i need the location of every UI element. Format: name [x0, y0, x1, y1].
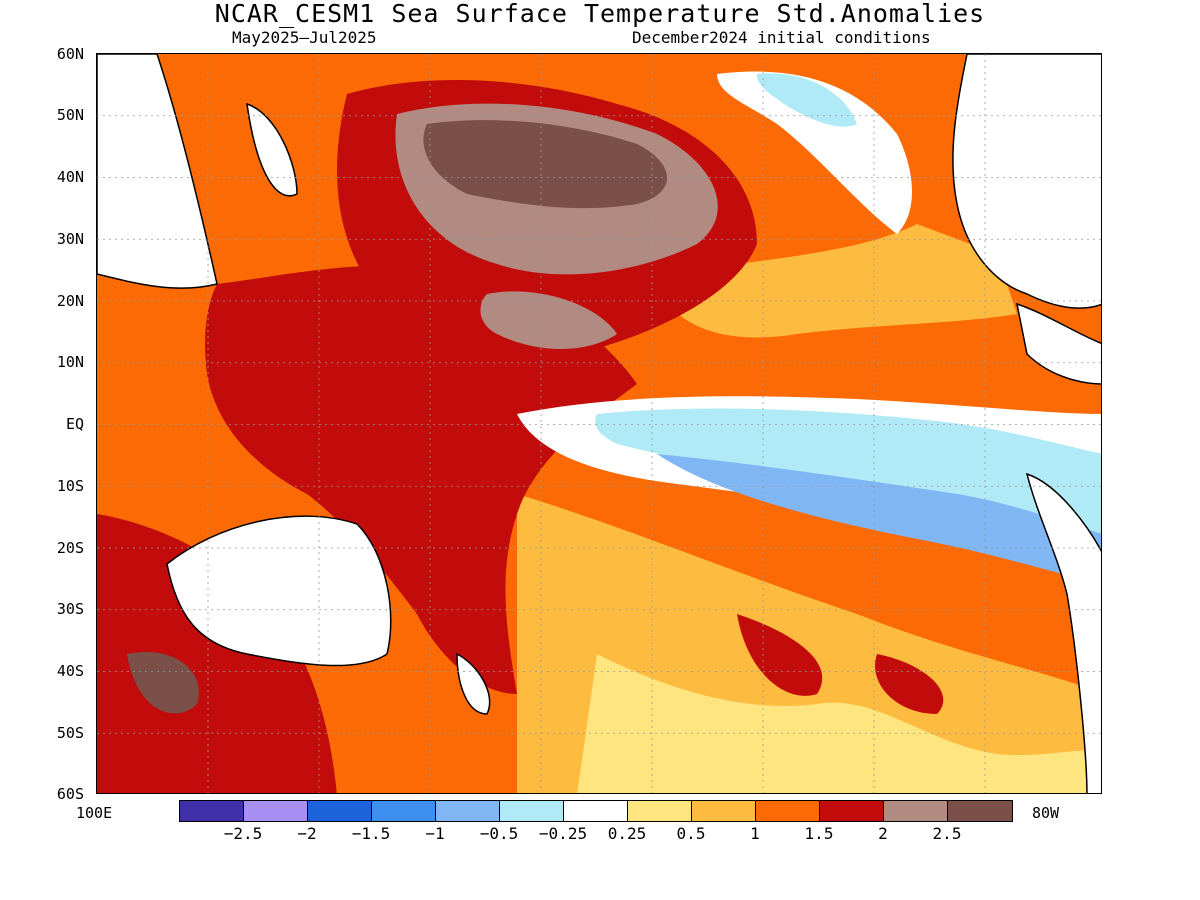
colorbar-tick-label: 1: [750, 824, 760, 843]
ne-pacific-lightblue: [757, 73, 857, 127]
colorbar-swatch: [948, 801, 1012, 821]
colorbar-tick-label: −2.5: [223, 824, 263, 843]
sw-darkbrown-blob: [127, 652, 199, 714]
colorbar-swatch: [884, 801, 948, 821]
north-subtropical-band: [657, 224, 1017, 338]
colorbar-tick-label: −0.25: [538, 824, 588, 843]
lat-label: 50S: [56, 724, 84, 742]
map-title: NCAR_CESM1 Sea Surface Temperature Std.A…: [214, 0, 986, 28]
australia: [166, 515, 392, 667]
lat-label: 30N: [56, 230, 84, 248]
colorbar: [179, 800, 1013, 822]
colorbar-tick-label: −0.5: [479, 824, 519, 843]
initial-conditions: December2024 initial conditions: [632, 28, 931, 47]
lat-label: 10S: [56, 477, 84, 495]
colorbar-swatch: [564, 801, 628, 821]
north-pacific-darkbrown: [423, 120, 667, 209]
colorbar-tick-label: −2: [297, 824, 317, 843]
central-america: [1016, 302, 1101, 385]
lat-label: 10N: [56, 353, 84, 371]
lat-label: 20S: [56, 539, 84, 557]
south-yellow-band: [577, 654, 1101, 793]
warm-pool-brown: [480, 291, 617, 349]
colorbar-tick-label: 0.5: [676, 824, 706, 843]
japan: [246, 102, 298, 197]
colorbar-swatch: [436, 801, 500, 821]
north-america: [952, 54, 1101, 309]
colorbar-tick-label: −1: [425, 824, 445, 843]
colorbar-swatch: [308, 801, 372, 821]
colorbar-swatch: [628, 801, 692, 821]
south-red-blob-2: [875, 654, 944, 714]
indian-ocean-red: [97, 514, 337, 793]
colorbar-swatch: [692, 801, 756, 821]
lat-label: 30S: [56, 600, 84, 618]
lat-label: 60S: [56, 785, 84, 803]
sst-anomaly-map: [96, 53, 1102, 794]
colorbar-swatch: [820, 801, 884, 821]
colorbar-swatch: [756, 801, 820, 821]
colorbar-tick-label: 0.25: [607, 824, 647, 843]
lon-label-left: 100E: [76, 804, 113, 822]
lat-label: EQ: [65, 415, 84, 433]
colorbar-swatch: [244, 801, 308, 821]
colorbar-tick-label: 2.5: [932, 824, 962, 843]
lat-label: 40S: [56, 662, 84, 680]
colorbar-tick-label: 2: [878, 824, 888, 843]
forecast-period: May2025–Jul2025: [232, 28, 377, 47]
lon-label-right: 80W: [1032, 804, 1060, 822]
south-red-blob-1: [737, 614, 823, 696]
colorbar-tick-label: −1.5: [351, 824, 391, 843]
west-pacific-warm-pool: [205, 265, 637, 694]
asia: [97, 54, 218, 289]
colorbar-tick-label: 1.5: [804, 824, 834, 843]
lat-label: 50N: [56, 106, 84, 124]
colorbar-swatch: [372, 801, 436, 821]
colorbar-swatch: [180, 801, 244, 821]
map-canvas: [97, 54, 1101, 793]
new-zealand: [456, 652, 491, 715]
lat-label: 20N: [56, 292, 84, 310]
colorbar-swatch: [500, 801, 564, 821]
lat-label: 60N: [56, 45, 84, 63]
equatorial-blue: [657, 454, 1101, 584]
lat-label: 40N: [56, 168, 84, 186]
south-america: [1025, 472, 1101, 793]
ne-pacific-white: [717, 71, 912, 234]
